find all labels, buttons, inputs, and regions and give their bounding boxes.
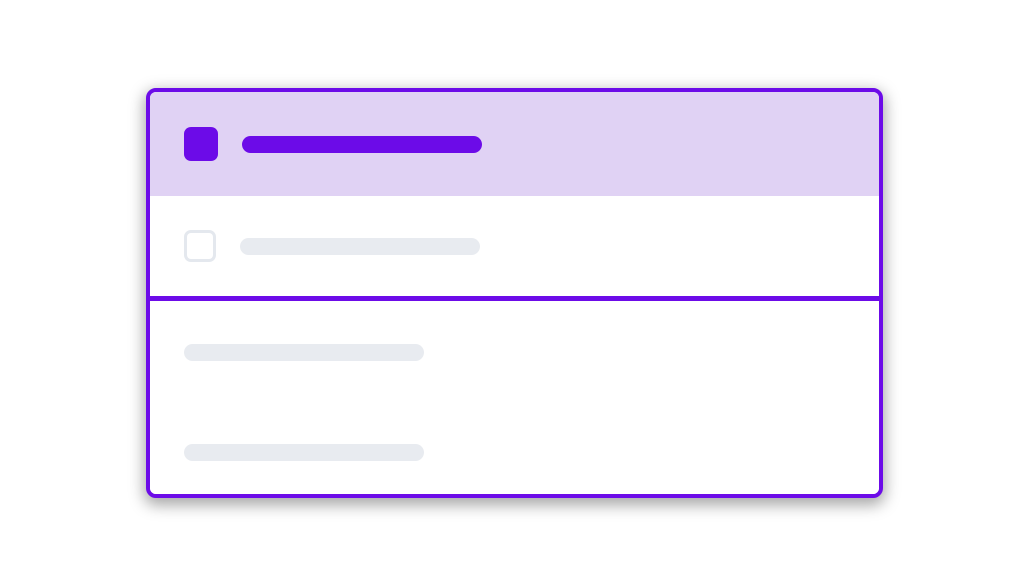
section-divider xyxy=(150,296,879,301)
checkbox-checked-icon[interactable] xyxy=(184,127,218,161)
detail-section xyxy=(150,301,879,494)
unselected-option-row[interactable] xyxy=(150,196,879,296)
text-line-placeholder xyxy=(184,344,424,361)
selected-option-row[interactable] xyxy=(150,92,879,196)
form-card xyxy=(146,88,883,498)
text-line-placeholder xyxy=(184,444,424,461)
checkbox-unchecked-icon[interactable] xyxy=(184,230,216,262)
selected-option-label-placeholder xyxy=(242,135,482,153)
unselected-option-label-placeholder xyxy=(240,237,480,255)
